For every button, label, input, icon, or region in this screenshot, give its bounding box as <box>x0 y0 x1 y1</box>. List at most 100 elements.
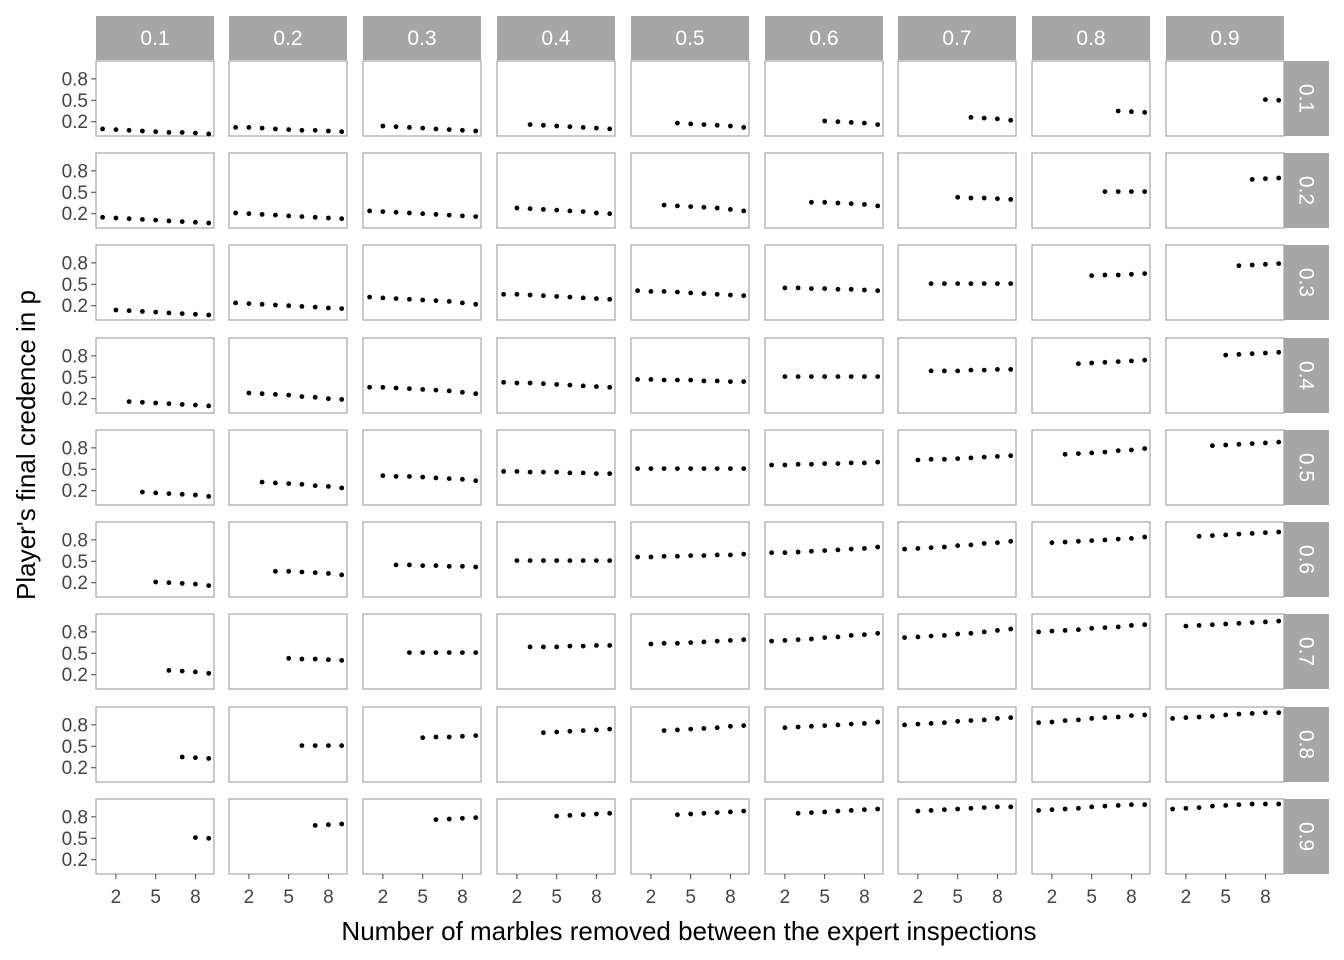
data-point <box>968 455 974 461</box>
x-tick-label: 5 <box>685 887 696 908</box>
data-point <box>1263 261 1268 267</box>
data-point <box>326 215 331 221</box>
panel-background <box>95 706 215 783</box>
column-strip-label: 0.7 <box>942 27 971 50</box>
data-point <box>862 546 867 551</box>
data-point <box>835 286 841 292</box>
data-point <box>701 378 707 384</box>
column-strip-label: 0.9 <box>1210 27 1239 50</box>
data-point <box>407 210 412 216</box>
panel-background <box>1165 152 1285 229</box>
panel <box>764 337 884 414</box>
y-tick-label: 0.5 <box>62 737 88 758</box>
x-tick-label: 2 <box>244 887 255 908</box>
data-point <box>928 721 934 726</box>
data-point <box>179 581 185 586</box>
data-point <box>741 125 747 130</box>
column-strip-label: 0.2 <box>273 27 302 50</box>
data-point <box>1236 802 1242 808</box>
panel-background <box>496 613 616 690</box>
data-point <box>259 479 265 485</box>
data-point <box>688 377 694 383</box>
data-point <box>193 492 198 498</box>
y-tick-label: 0.2 <box>62 665 88 686</box>
panel-background <box>362 244 482 321</box>
y-tick-label: 0.2 <box>62 389 88 410</box>
panel <box>95 337 215 414</box>
data-point <box>769 638 774 644</box>
data-point <box>594 125 599 131</box>
row-strip <box>1284 245 1329 320</box>
data-point <box>822 286 828 291</box>
panel-background <box>228 60 348 137</box>
x-axes: 2 5 8 2 5 8 2 5 8 2 5 8 2 5 8 2 5 8 2 5 8 2 5 8 2 5 8 <box>111 874 1271 908</box>
data-point <box>928 281 934 286</box>
panel <box>1165 60 1285 137</box>
data-point <box>433 734 439 740</box>
x-tick-label: 2 <box>780 887 791 908</box>
data-point <box>782 285 788 291</box>
data-point <box>273 126 278 132</box>
data-point <box>968 281 974 286</box>
data-point <box>1142 357 1148 363</box>
panel <box>228 60 348 137</box>
data-point <box>981 195 987 201</box>
data-point <box>514 558 520 563</box>
panel <box>496 60 616 137</box>
data-point <box>955 194 961 200</box>
data-point <box>701 466 707 471</box>
data-point <box>902 635 907 640</box>
data-point <box>1210 803 1215 809</box>
y-tick-label: 0.5 <box>62 368 88 389</box>
y-tick-label: 0.8 <box>62 69 88 90</box>
data-point <box>1142 446 1148 451</box>
panel-background <box>764 613 884 690</box>
data-point <box>741 551 747 557</box>
data-point <box>822 118 828 124</box>
data-point <box>460 213 465 219</box>
data-point <box>1008 197 1014 202</box>
panel <box>496 429 616 506</box>
data-point <box>339 306 345 311</box>
data-point <box>701 204 707 210</box>
y-tick-label: 0.5 <box>62 460 88 481</box>
data-point <box>1276 261 1282 266</box>
panels <box>95 60 1285 875</box>
data-point <box>769 550 774 556</box>
data-point <box>1115 803 1121 808</box>
x-tick-label: 2 <box>378 887 389 908</box>
panel <box>630 798 750 875</box>
data-point <box>795 637 801 643</box>
data-point <box>179 754 185 760</box>
data-point <box>339 129 345 135</box>
data-point <box>981 717 987 723</box>
data-point <box>1102 625 1108 630</box>
data-point <box>1236 263 1242 269</box>
panel-background <box>95 152 215 229</box>
data-point <box>179 668 185 674</box>
panel-background <box>1031 429 1151 506</box>
data-point <box>527 558 533 563</box>
column-strip <box>96 16 214 60</box>
data-point <box>955 718 961 724</box>
data-point <box>514 291 520 297</box>
panel-background <box>1165 337 1285 414</box>
data-point <box>648 377 654 382</box>
column-strip-label: 0.4 <box>541 27 571 50</box>
panel <box>897 60 1017 137</box>
panel <box>897 706 1017 783</box>
data-point <box>675 553 680 559</box>
panel-background <box>95 337 215 414</box>
data-point <box>1008 715 1014 721</box>
column-strip <box>1166 16 1284 60</box>
data-point <box>741 293 747 299</box>
data-point <box>1062 806 1068 812</box>
panel-background <box>630 706 750 783</box>
column-strip-label: 0.3 <box>407 27 436 50</box>
panel-background <box>1165 244 1285 321</box>
data-point <box>741 808 747 814</box>
y-tick-label: 0.5 <box>62 275 88 296</box>
data-point <box>1249 620 1255 625</box>
data-point <box>193 311 198 317</box>
data-point <box>193 130 198 136</box>
